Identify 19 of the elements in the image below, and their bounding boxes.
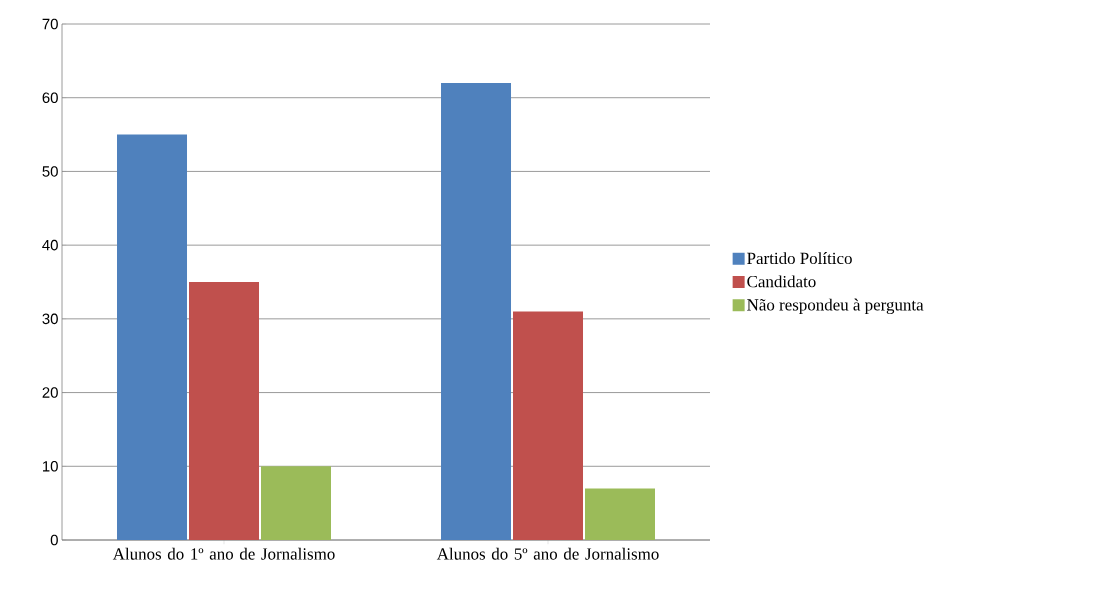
bar <box>117 134 188 540</box>
x-tick-label: Alunos do 5º ano de Jornalismo <box>436 547 659 560</box>
bar <box>189 282 259 540</box>
y-tick-label: 70 <box>42 18 58 30</box>
y-tick-label: 10 <box>43 460 58 472</box>
legend-label: Não respondeu à pergunta <box>747 298 924 315</box>
legend-label: Candidato <box>747 275 816 288</box>
y-tick-label: 40 <box>42 239 58 251</box>
bar <box>513 311 583 540</box>
bar <box>585 488 655 540</box>
legend-label: Partido Político <box>747 252 852 265</box>
y-tick-label: 30 <box>42 313 58 325</box>
x-tick-label: Alunos do 1º ano de Jornalismo <box>112 547 335 560</box>
y-tick-label: 60 <box>42 92 58 103</box>
y-tick-label: 50 <box>42 166 58 177</box>
bar <box>261 466 331 540</box>
y-tick-label: 20 <box>42 387 58 398</box>
bar <box>441 82 512 540</box>
y-tick-label: 0 <box>50 534 58 546</box>
